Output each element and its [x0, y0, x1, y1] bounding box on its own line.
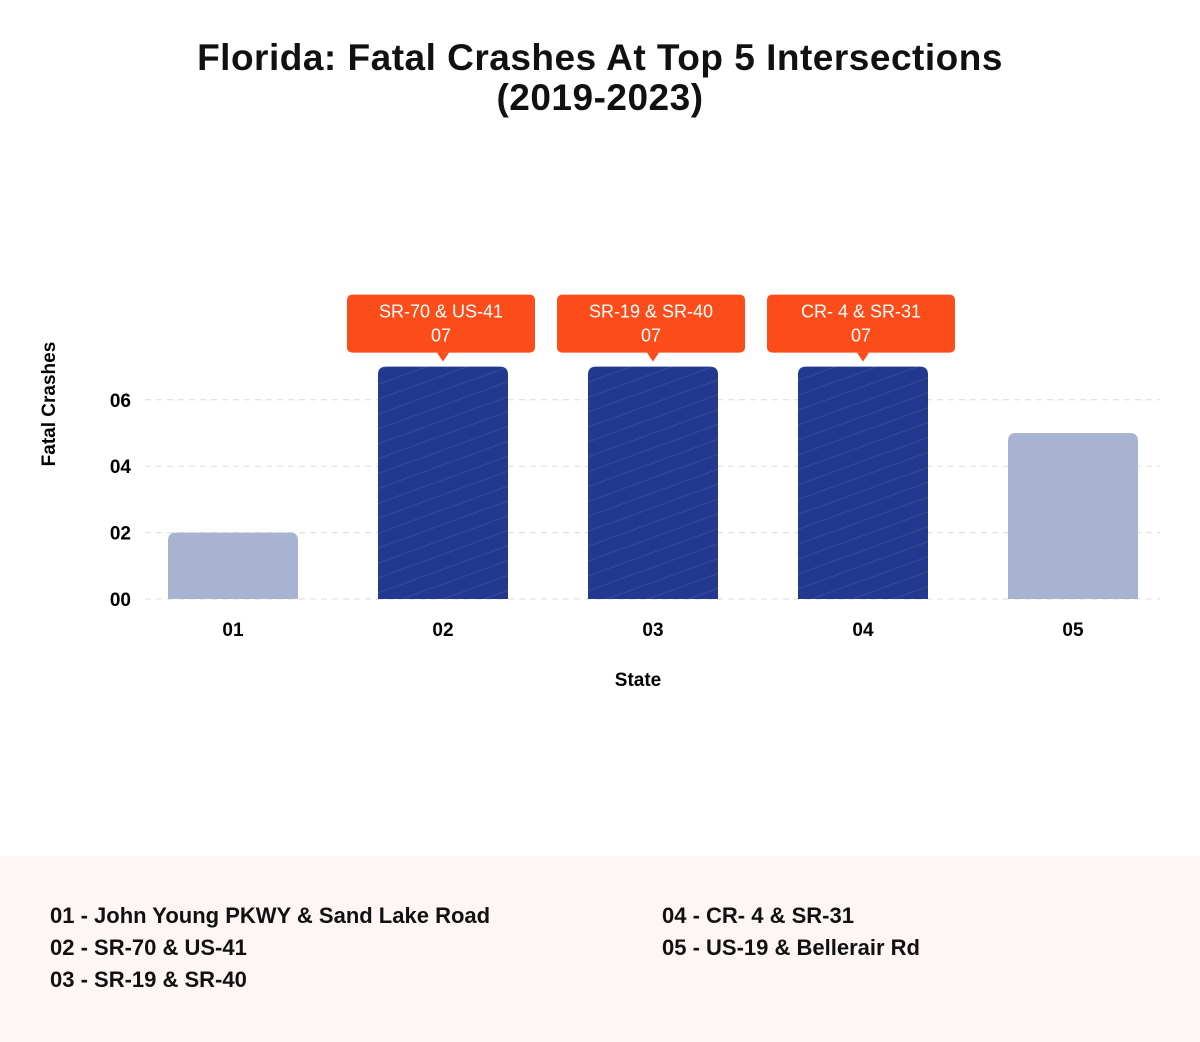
legend-item: 05 - US-19 & Bellerair Rd	[662, 935, 920, 960]
callout-box	[347, 294, 535, 353]
callout-value: 07	[641, 326, 661, 346]
x-tick-label: 04	[852, 620, 874, 641]
callout-pointer	[437, 352, 449, 362]
legend-item: 02 - SR-70 & US-41	[50, 935, 247, 960]
callout-box	[557, 294, 745, 353]
x-tick-label: 02	[432, 620, 453, 641]
y-axis-label: Fatal Crashes	[39, 342, 60, 467]
callout-value: 07	[431, 326, 451, 346]
y-tick-label: 06	[110, 391, 131, 412]
subtitle-line: (2019-2023)	[496, 77, 704, 118]
callout-pointer	[647, 352, 659, 362]
callout-pointer	[857, 352, 869, 362]
x-tick-label: 05	[1062, 620, 1084, 641]
callout-label: SR-70 & US-41	[379, 302, 503, 322]
y-tick-label: 04	[110, 457, 132, 478]
x-axis-label: State	[615, 670, 661, 691]
x-tick-label: 03	[642, 620, 663, 641]
legend-panel: 01 - John Young PKWY & Sand Lake Road 02…	[0, 856, 1200, 1042]
bar-stripes	[378, 366, 508, 599]
bar-stripes	[588, 366, 718, 599]
callout-value: 07	[851, 326, 871, 346]
data-label-callout: SR-70 & US-41 07	[347, 294, 535, 362]
y-tick-label: 00	[110, 590, 131, 611]
legend-item: 03 - SR-19 & SR-40	[50, 967, 247, 992]
data-label-callout: SR-19 & SR-40 07	[557, 294, 745, 362]
data-label-callout: CR- 4 & SR-31 07	[767, 294, 955, 362]
bar	[168, 532, 298, 599]
bar	[1008, 433, 1138, 599]
callout-box	[767, 294, 955, 353]
legend-item: 01 - John Young PKWY & Sand Lake Road	[50, 903, 491, 928]
y-tick-label: 02	[110, 524, 131, 545]
callout-label: CR- 4 & SR-31	[801, 302, 921, 322]
x-tick-label: 01	[222, 620, 244, 641]
bar-stripes	[798, 366, 928, 599]
callout-label: SR-19 & SR-40	[589, 302, 713, 322]
legend-item: 04 - CR- 4 & SR-31	[662, 903, 854, 928]
chart-title: Florida: Fatal Crashes At Top 5 Intersec…	[0, 38, 1200, 118]
title-line: Florida: Fatal Crashes At Top 5 Intersec…	[197, 37, 1003, 78]
